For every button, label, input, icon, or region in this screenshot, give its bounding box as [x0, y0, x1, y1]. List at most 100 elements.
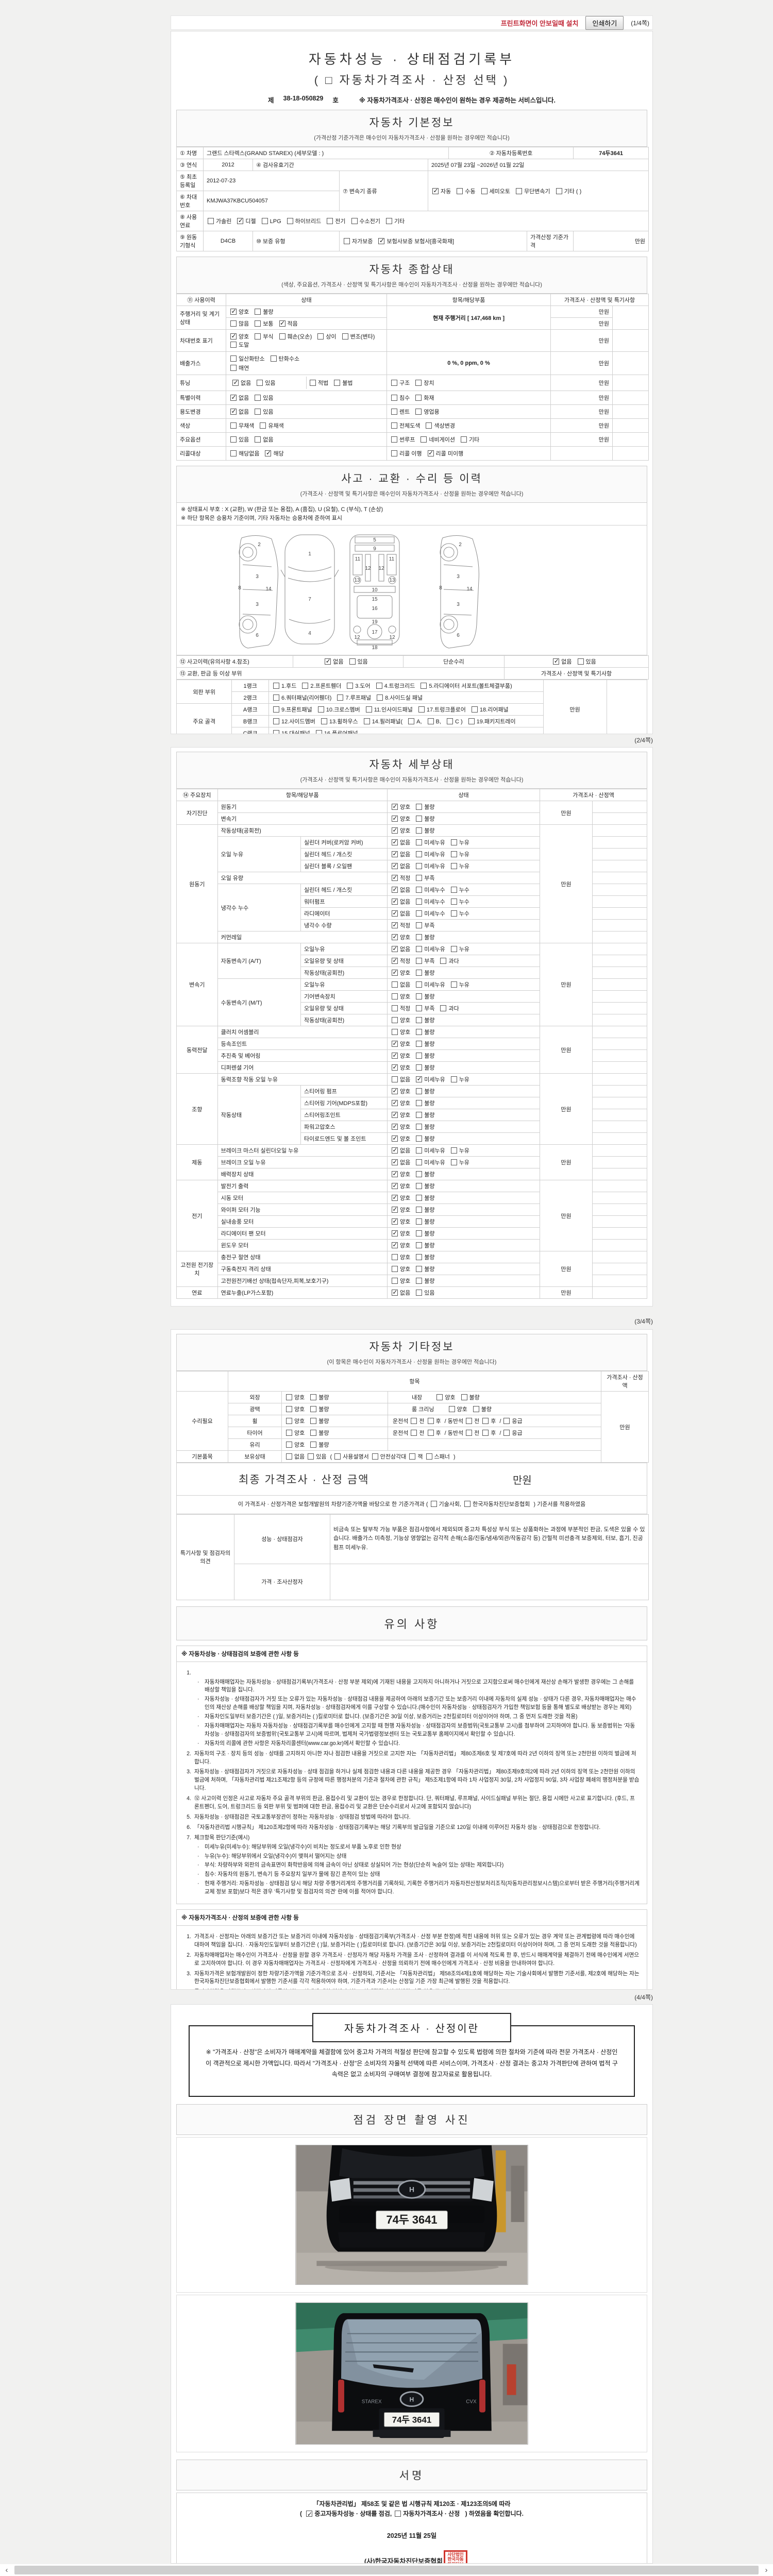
checkbox[interactable] [391, 850, 398, 857]
checkbox[interactable] [391, 1289, 398, 1296]
checkbox[interactable] [391, 862, 398, 869]
checkbox[interactable] [450, 1076, 457, 1082]
checkbox[interactable] [515, 188, 522, 194]
checkbox[interactable] [391, 1017, 398, 1023]
checkbox[interactable] [208, 218, 214, 224]
checkbox[interactable] [286, 1406, 292, 1412]
checkbox[interactable] [415, 395, 422, 401]
checkbox[interactable] [460, 436, 467, 443]
checkbox[interactable] [255, 320, 261, 327]
checkbox[interactable] [416, 1075, 423, 1082]
checkbox[interactable] [230, 332, 237, 340]
checkbox[interactable] [482, 1418, 489, 1424]
checkbox[interactable] [577, 658, 584, 665]
checkbox[interactable] [416, 1242, 423, 1248]
checkbox[interactable] [416, 910, 423, 917]
checkbox[interactable] [391, 874, 398, 881]
checkbox[interactable] [391, 422, 397, 429]
checkbox[interactable] [310, 1394, 317, 1400]
checkbox[interactable] [342, 333, 348, 340]
checkbox[interactable] [260, 422, 266, 429]
checkbox[interactable] [261, 218, 268, 224]
checkbox[interactable] [450, 910, 457, 917]
checkbox[interactable] [430, 1501, 437, 1507]
checkbox[interactable] [391, 1052, 398, 1059]
checkbox[interactable] [237, 217, 244, 224]
checkbox[interactable] [503, 1418, 510, 1424]
checkbox[interactable] [416, 1254, 423, 1260]
checkbox[interactable] [416, 1171, 423, 1177]
checkbox[interactable] [391, 436, 397, 443]
checkbox[interactable] [230, 320, 237, 327]
checkbox[interactable] [255, 409, 261, 415]
checkbox[interactable] [416, 1041, 423, 1047]
checkbox[interactable] [416, 1064, 423, 1071]
checkbox[interactable] [391, 395, 397, 401]
scrollbar-track[interactable] [14, 2566, 759, 2574]
checkbox[interactable] [391, 1040, 398, 1047]
checkbox[interactable] [363, 718, 370, 724]
checkbox[interactable] [391, 969, 398, 976]
checkbox[interactable] [426, 1453, 432, 1460]
checkbox[interactable] [421, 436, 427, 443]
checkbox[interactable] [450, 839, 457, 845]
checkbox[interactable] [310, 1430, 317, 1436]
checkbox[interactable] [273, 694, 279, 701]
checkbox[interactable] [391, 1217, 398, 1225]
checkbox[interactable] [415, 380, 422, 386]
checkbox[interactable] [391, 1194, 398, 1201]
checkbox[interactable] [351, 218, 358, 224]
checkbox[interactable] [426, 422, 432, 429]
checkbox[interactable] [391, 945, 398, 952]
checkbox[interactable] [416, 1278, 423, 1284]
checkbox[interactable] [391, 1158, 398, 1165]
checkbox[interactable] [334, 1453, 341, 1460]
checkbox[interactable] [265, 449, 272, 456]
checkbox[interactable] [416, 934, 423, 940]
checkbox[interactable] [464, 1501, 471, 1507]
checkbox[interactable] [230, 436, 237, 443]
checkbox[interactable] [416, 922, 423, 928]
checkbox[interactable] [391, 886, 398, 893]
checkbox[interactable] [415, 409, 422, 415]
checkbox[interactable] [427, 1430, 434, 1436]
checkbox[interactable] [279, 319, 286, 327]
checkbox[interactable] [416, 1005, 423, 1011]
checkbox[interactable] [416, 899, 423, 905]
checkbox[interactable] [450, 981, 457, 988]
checkbox[interactable] [450, 851, 457, 857]
checkbox[interactable] [411, 1430, 417, 1436]
checkbox[interactable] [416, 946, 423, 952]
checkbox[interactable] [391, 1206, 398, 1213]
checkbox[interactable] [416, 1207, 423, 1213]
checkbox[interactable] [416, 839, 423, 845]
checkbox[interactable] [391, 897, 398, 905]
checkbox[interactable] [391, 933, 398, 940]
checkbox[interactable] [334, 380, 341, 386]
checkbox[interactable] [450, 887, 457, 893]
checkbox[interactable] [310, 1442, 317, 1448]
scroll-left-arrow[interactable]: ‹ [5, 2566, 8, 2574]
checkbox[interactable] [416, 816, 423, 822]
checkbox[interactable] [416, 1218, 423, 1225]
checkbox[interactable] [416, 1183, 423, 1189]
checkbox[interactable] [427, 1418, 434, 1424]
checkbox[interactable] [416, 887, 423, 893]
checkbox[interactable] [310, 1406, 317, 1412]
checkbox[interactable] [440, 958, 447, 964]
checkbox[interactable] [306, 2510, 313, 2519]
checkbox[interactable] [230, 394, 237, 401]
checkbox[interactable] [391, 1087, 398, 1094]
checkbox[interactable] [450, 863, 457, 869]
checkbox[interactable] [337, 694, 344, 701]
checkbox[interactable] [302, 683, 309, 689]
checkbox[interactable] [286, 1430, 292, 1436]
checkbox[interactable] [230, 408, 237, 415]
checkbox[interactable] [230, 365, 237, 371]
checkbox[interactable] [391, 803, 398, 810]
checkbox[interactable] [416, 1136, 423, 1142]
checkbox[interactable] [372, 1453, 378, 1460]
checkbox[interactable] [416, 1147, 423, 1154]
checkbox[interactable] [391, 1123, 398, 1130]
checkbox[interactable] [450, 946, 457, 952]
